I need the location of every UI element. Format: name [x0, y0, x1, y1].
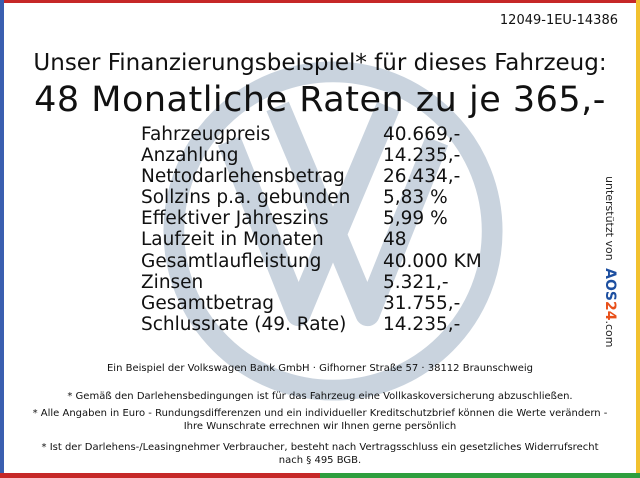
left-border [0, 0, 4, 478]
finance-row: Schlussrate (49. Rate) 14.235,- [141, 314, 482, 335]
top-border [0, 0, 640, 3]
row-value: 31.755,- [383, 292, 461, 314]
sponsor-credit: unterstützt von AOS24.com [602, 176, 618, 347]
vw-logo-icon [163, 61, 503, 401]
sponsor-brand-b: 24 [602, 301, 618, 321]
finance-row: Nettodarlehensbetrag 26.434,- [141, 166, 482, 187]
finance-row: Zinsen 5.321,- [141, 272, 482, 293]
lender-line: Ein Beispiel der Volkswagen Bank GmbH · … [106, 363, 533, 374]
bottom-border [0, 473, 640, 478]
finance-row: Laufzeit in Monaten 48 [141, 229, 482, 250]
finance-row: Sollzins p.a. gebunden 5,83 % [141, 187, 482, 208]
row-label: Nettodarlehensbetrag [141, 166, 345, 188]
reference-number: 12049-1EU-14386 [499, 13, 618, 28]
finance-row: Anzahlung 14.235,- [141, 145, 482, 166]
row-label: Fahrzeugpreis [141, 124, 271, 145]
footnote: * Ist der Darlehens-/Leasingnehmer Verbr… [41, 442, 599, 466]
row-label: Laufzeit in Monaten [141, 229, 324, 251]
row-label: Effektiver Jahreszins [141, 208, 329, 230]
row-label: Zinsen [141, 271, 204, 293]
row-label: Anzahlung [141, 145, 239, 167]
footnote: * Gemäß den Darlehensbedingungen ist für… [67, 391, 573, 402]
row-label: Gesamtlaufleistung [141, 250, 322, 272]
svg-text:unterstützt von AOS24.: unterstützt von AOS24.com [602, 176, 618, 347]
row-value: 5.321,- [383, 271, 449, 293]
finance-row: Gesamtlaufleistung 40.000 KM [141, 251, 482, 272]
footnote: * Alle Angaben in Euro - Rundungsdiffere… [32, 408, 608, 432]
right-border [636, 0, 640, 478]
row-value: 40.669,- [383, 124, 461, 145]
row-value: 40.000 KM [383, 250, 482, 272]
sponsor-suffix: .com [603, 320, 616, 347]
sponsor-brand-a: AOS [602, 268, 618, 301]
row-value: 14.235,- [383, 145, 461, 167]
sponsor-prefix: unterstützt von [603, 176, 616, 261]
row-value: 14.235,- [383, 313, 461, 335]
row-value: 5,83 % [383, 187, 448, 209]
row-label: Schlussrate (49. Rate) [141, 313, 347, 335]
finance-table: Fahrzeugpreis 40.669,- Anzahlung 14.235,- … [141, 124, 482, 335]
footnotes: * Gemäß den Darlehensbedingungen ist für… [30, 390, 610, 471]
row-value: 48 [383, 229, 407, 251]
row-label: Gesamtbetrag [141, 292, 275, 314]
row-label: Sollzins p.a. gebunden [141, 187, 351, 209]
finance-row: Effektiver Jahreszins 5,99 % [141, 208, 482, 229]
finance-row: Fahrzeugpreis 40.669,- [141, 124, 482, 145]
row-value: 26.434,- [383, 166, 461, 188]
row-value: 5,99 % [383, 208, 448, 230]
headline: Unser Finanzierungsbeispiel* für dieses … [33, 50, 607, 76]
finance-row: Gesamtbetrag 31.755,- [141, 293, 482, 314]
monthly-rate-title: 48 Monatliche Raten zu je 365,- [34, 80, 606, 120]
